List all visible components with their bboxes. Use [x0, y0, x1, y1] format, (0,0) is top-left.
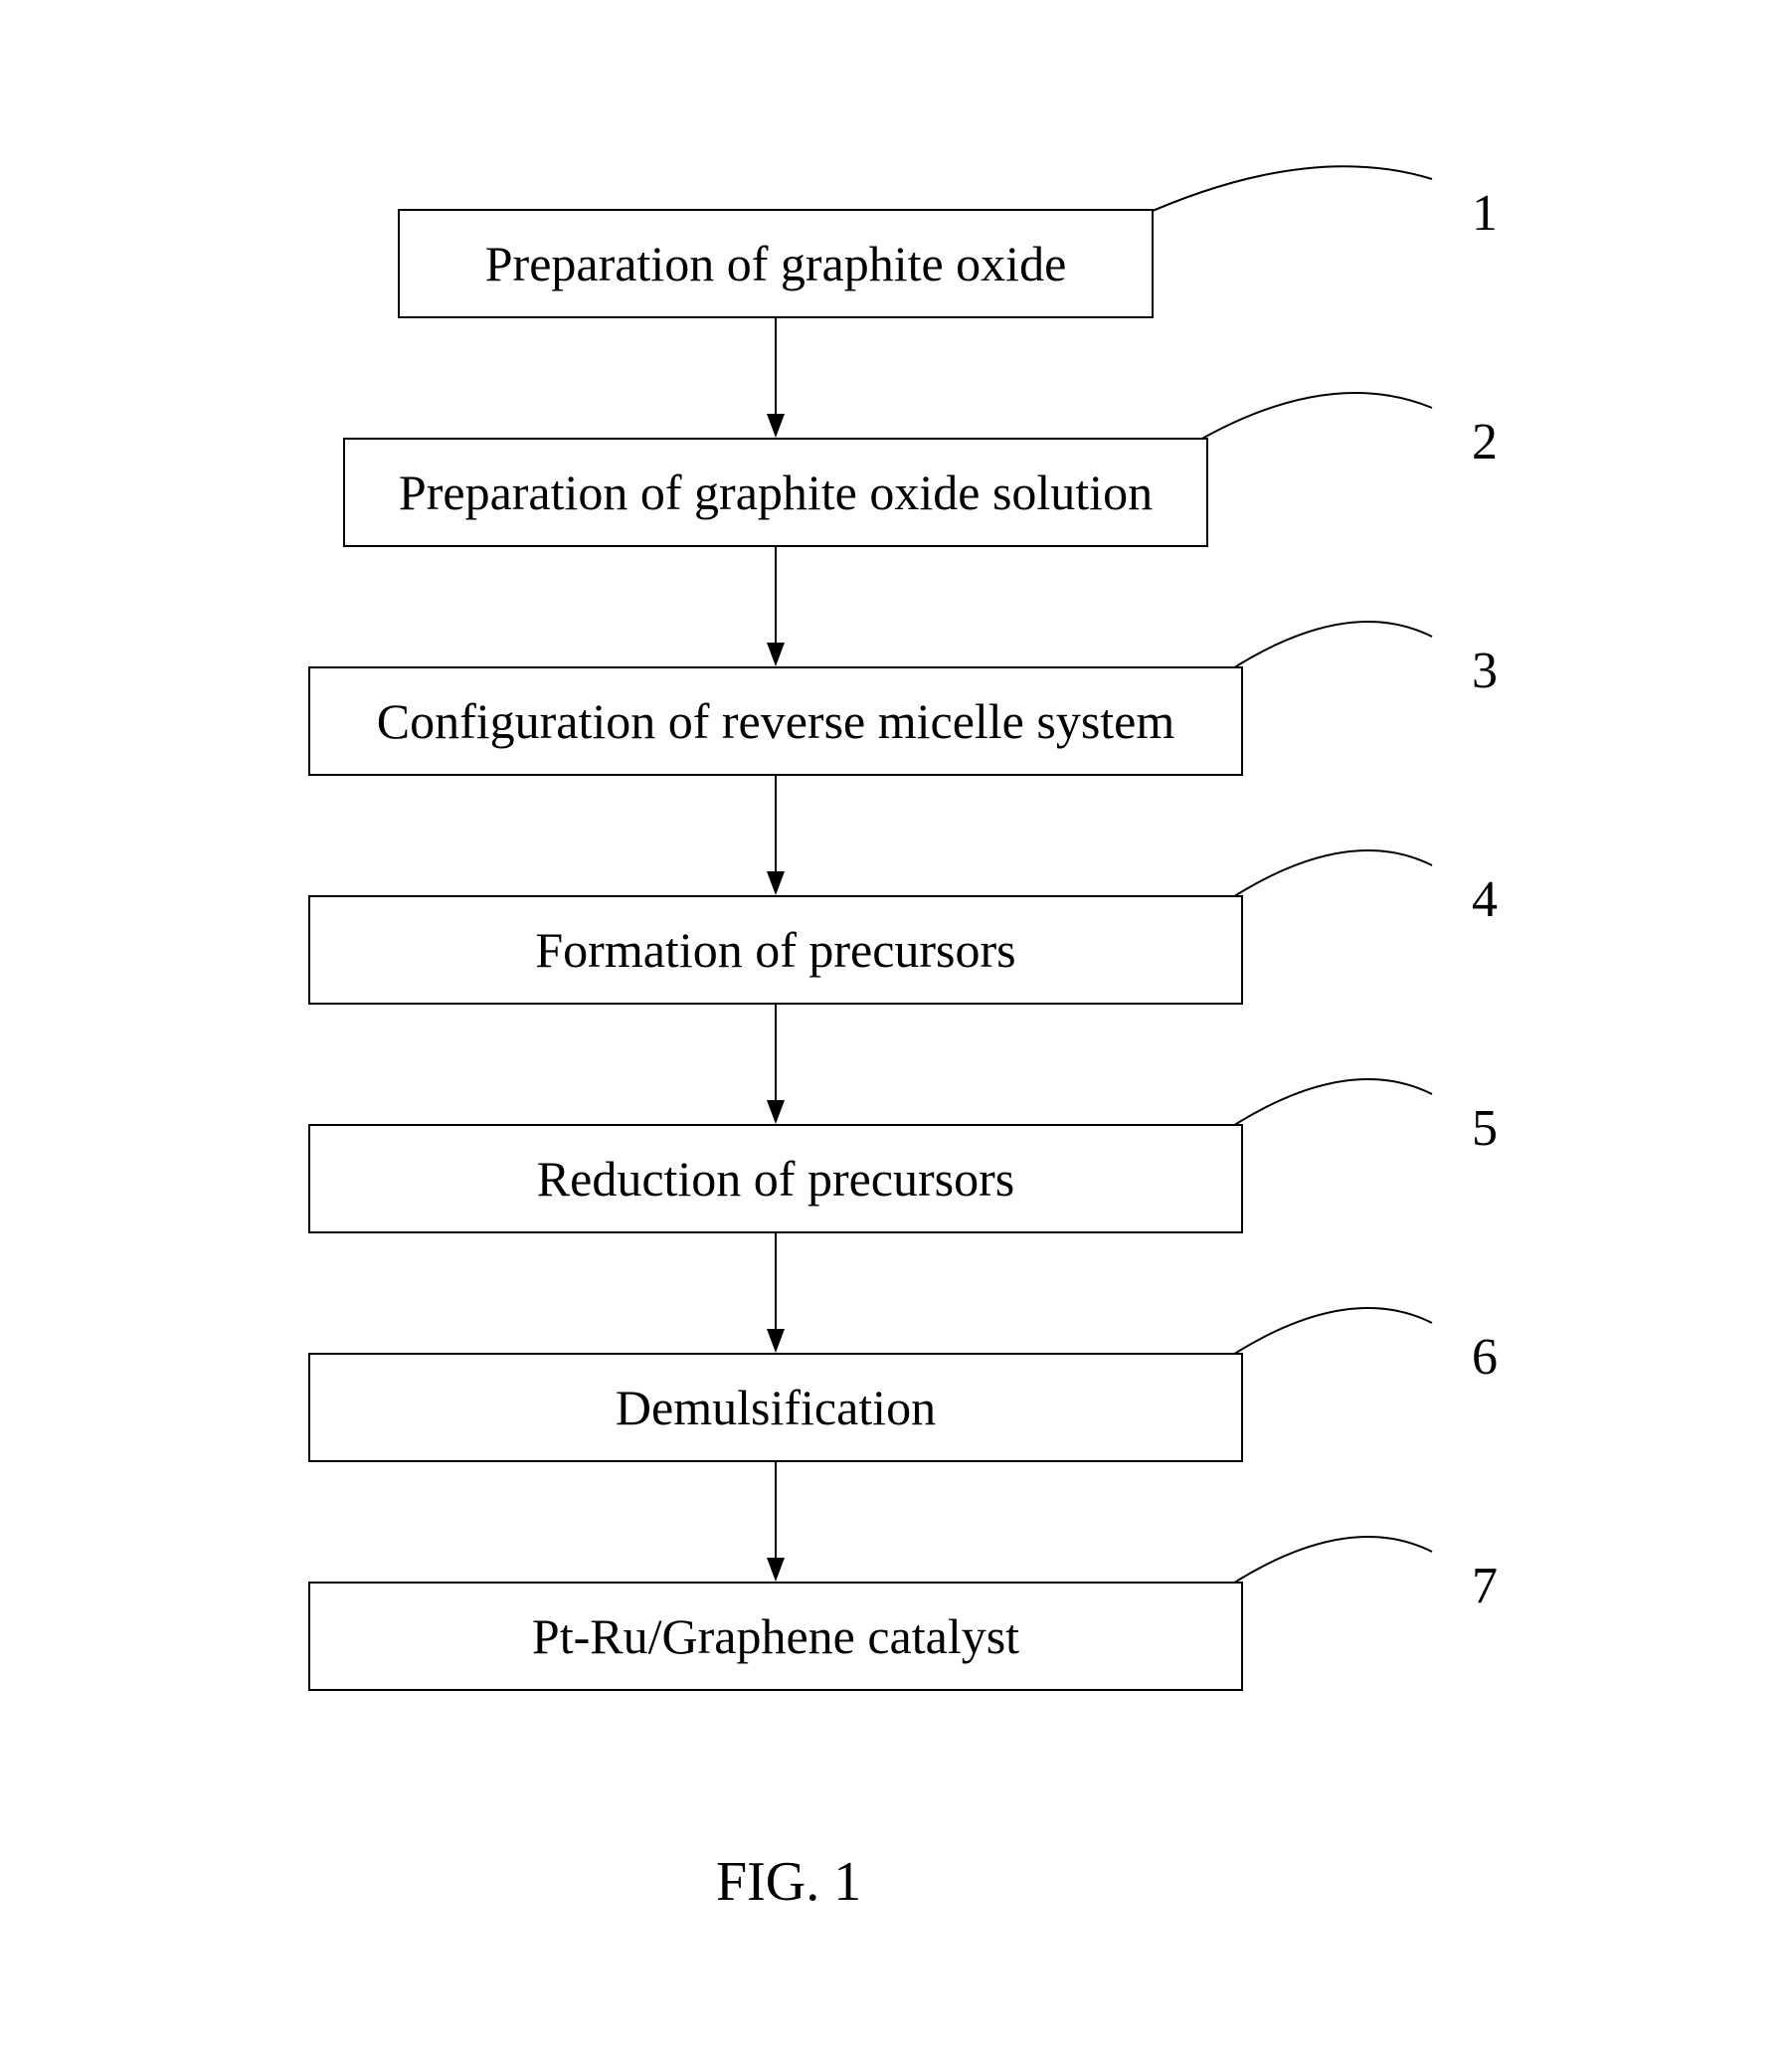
flowchart-step-label: Reduction of precursors	[537, 1150, 1014, 1208]
figure-caption: FIG. 1	[716, 1850, 861, 1914]
step-number-4: 4	[1472, 870, 1498, 929]
step-number-7: 7	[1472, 1557, 1498, 1615]
flowchart-step-label: Configuration of reverse micelle system	[377, 692, 1175, 750]
flowchart-step-label: Formation of precursors	[535, 921, 1015, 979]
step-number-1: 1	[1472, 184, 1498, 243]
step-number-5: 5	[1472, 1099, 1498, 1158]
flowchart-step-6: Demulsification	[308, 1353, 1243, 1462]
flowchart-step-4: Formation of precursors	[308, 895, 1243, 1005]
step-number-3: 3	[1472, 642, 1498, 700]
flowchart-step-5: Reduction of precursors	[308, 1124, 1243, 1233]
flowchart-step-label: Preparation of graphite oxide	[485, 235, 1067, 292]
flowchart-step-1: Preparation of graphite oxide	[398, 209, 1154, 318]
flowchart-step-label: Demulsification	[616, 1379, 936, 1436]
step-number-6: 6	[1472, 1328, 1498, 1387]
flowchart-step-3: Configuration of reverse micelle system	[308, 666, 1243, 776]
flowchart-canvas: FIG. 1 Preparation of graphite oxide Prep…	[0, 0, 1792, 2055]
flowchart-step-label: Pt-Ru/Graphene catalyst	[532, 1607, 1019, 1665]
figure-caption-text: FIG. 1	[716, 1851, 861, 1913]
flowchart-step-7: Pt-Ru/Graphene catalyst	[308, 1582, 1243, 1691]
step-number-2: 2	[1472, 413, 1498, 471]
flowchart-step-label: Preparation of graphite oxide solution	[399, 464, 1153, 521]
flowchart-step-2: Preparation of graphite oxide solution	[343, 438, 1208, 547]
